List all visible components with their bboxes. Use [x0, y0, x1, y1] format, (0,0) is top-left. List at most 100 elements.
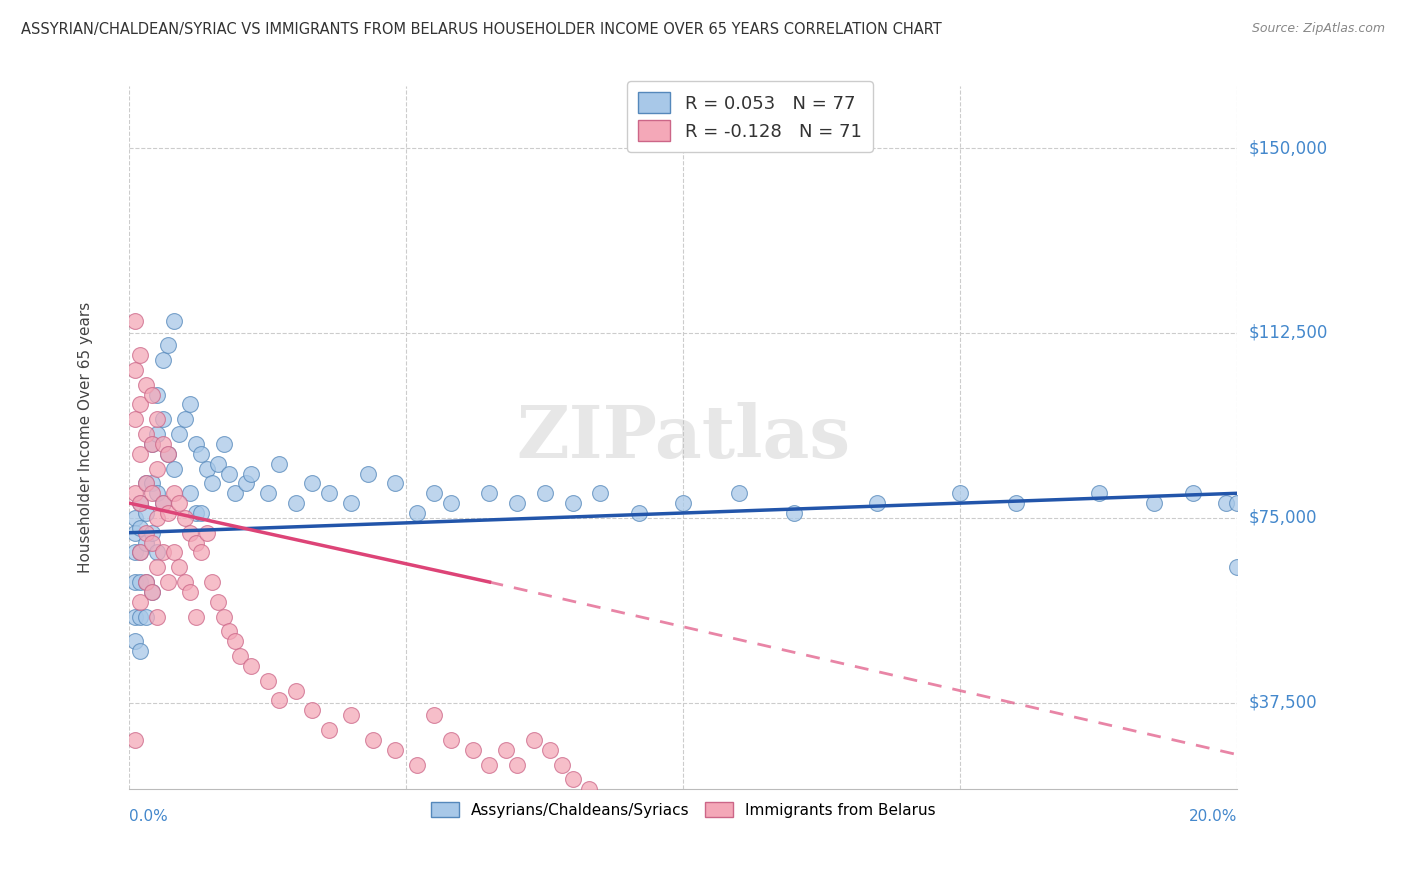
- Point: [146, 609, 169, 624]
- Point: [146, 387, 169, 401]
- Text: ZIPatlas: ZIPatlas: [516, 402, 851, 474]
- Point: [184, 535, 207, 549]
- Point: [212, 437, 235, 451]
- Point: [129, 521, 152, 535]
- Point: [129, 348, 152, 362]
- Point: [146, 486, 169, 500]
- Point: [135, 427, 157, 442]
- Point: [173, 511, 195, 525]
- Point: [129, 545, 152, 559]
- Point: [124, 634, 146, 648]
- Point: [218, 624, 240, 639]
- Text: $112,500: $112,500: [1249, 324, 1327, 342]
- Point: [1215, 496, 1237, 510]
- Point: [538, 743, 561, 757]
- Point: [301, 703, 323, 717]
- Point: [267, 457, 290, 471]
- Text: Source: ZipAtlas.com: Source: ZipAtlas.com: [1251, 22, 1385, 36]
- Point: [141, 525, 163, 540]
- Point: [184, 437, 207, 451]
- Point: [257, 486, 280, 500]
- Point: [157, 506, 180, 520]
- Point: [240, 467, 263, 481]
- Point: [356, 467, 378, 481]
- Point: [179, 397, 201, 411]
- Point: [284, 683, 307, 698]
- Point: [167, 427, 190, 442]
- Point: [340, 708, 363, 723]
- Text: 0.0%: 0.0%: [129, 809, 169, 824]
- Point: [124, 363, 146, 377]
- Point: [152, 353, 174, 368]
- Point: [135, 525, 157, 540]
- Point: [406, 506, 429, 520]
- Point: [167, 560, 190, 574]
- Point: [207, 457, 229, 471]
- Point: [1143, 496, 1166, 510]
- Point: [163, 486, 186, 500]
- Point: [561, 772, 583, 787]
- Point: [184, 506, 207, 520]
- Point: [124, 511, 146, 525]
- Point: [163, 545, 186, 559]
- Point: [129, 575, 152, 590]
- Point: [218, 467, 240, 481]
- Point: [195, 525, 218, 540]
- Legend: Assyrians/Chaldeans/Syriacs, Immigrants from Belarus: Assyrians/Chaldeans/Syriacs, Immigrants …: [425, 796, 942, 823]
- Point: [284, 496, 307, 510]
- Point: [152, 545, 174, 559]
- Text: Householder Income Over 65 years: Householder Income Over 65 years: [77, 302, 93, 574]
- Point: [135, 575, 157, 590]
- Point: [141, 535, 163, 549]
- Point: [129, 595, 152, 609]
- Point: [146, 412, 169, 426]
- Point: [207, 595, 229, 609]
- Point: [124, 732, 146, 747]
- Point: [1182, 486, 1205, 500]
- Point: [152, 496, 174, 510]
- Point: [124, 486, 146, 500]
- Point: [129, 609, 152, 624]
- Text: ASSYRIAN/CHALDEAN/SYRIAC VS IMMIGRANTS FROM BELARUS HOUSEHOLDER INCOME OVER 65 Y: ASSYRIAN/CHALDEAN/SYRIAC VS IMMIGRANTS F…: [21, 22, 942, 37]
- Point: [384, 743, 406, 757]
- Point: [141, 585, 163, 599]
- Point: [152, 412, 174, 426]
- Point: [224, 486, 246, 500]
- Point: [1088, 486, 1111, 500]
- Point: [179, 585, 201, 599]
- Point: [257, 673, 280, 688]
- Text: $150,000: $150,000: [1249, 139, 1327, 157]
- Point: [157, 447, 180, 461]
- Point: [628, 506, 651, 520]
- Point: [141, 437, 163, 451]
- Point: [361, 732, 384, 747]
- Point: [495, 743, 517, 757]
- Point: [578, 782, 600, 797]
- Point: [201, 476, 224, 491]
- Point: [146, 560, 169, 574]
- Point: [135, 377, 157, 392]
- Text: 20.0%: 20.0%: [1189, 809, 1237, 824]
- Point: [727, 486, 749, 500]
- Point: [124, 412, 146, 426]
- Point: [506, 496, 529, 510]
- Point: [141, 585, 163, 599]
- Point: [124, 525, 146, 540]
- Point: [129, 397, 152, 411]
- Point: [461, 743, 484, 757]
- Point: [783, 506, 806, 520]
- Point: [212, 609, 235, 624]
- Point: [146, 545, 169, 559]
- Point: [135, 535, 157, 549]
- Point: [478, 757, 501, 772]
- Point: [124, 575, 146, 590]
- Point: [141, 387, 163, 401]
- Point: [129, 545, 152, 559]
- Point: [146, 511, 169, 525]
- Point: [146, 427, 169, 442]
- Point: [589, 486, 612, 500]
- Point: [1005, 496, 1028, 510]
- Point: [318, 723, 340, 737]
- Point: [423, 708, 446, 723]
- Point: [240, 659, 263, 673]
